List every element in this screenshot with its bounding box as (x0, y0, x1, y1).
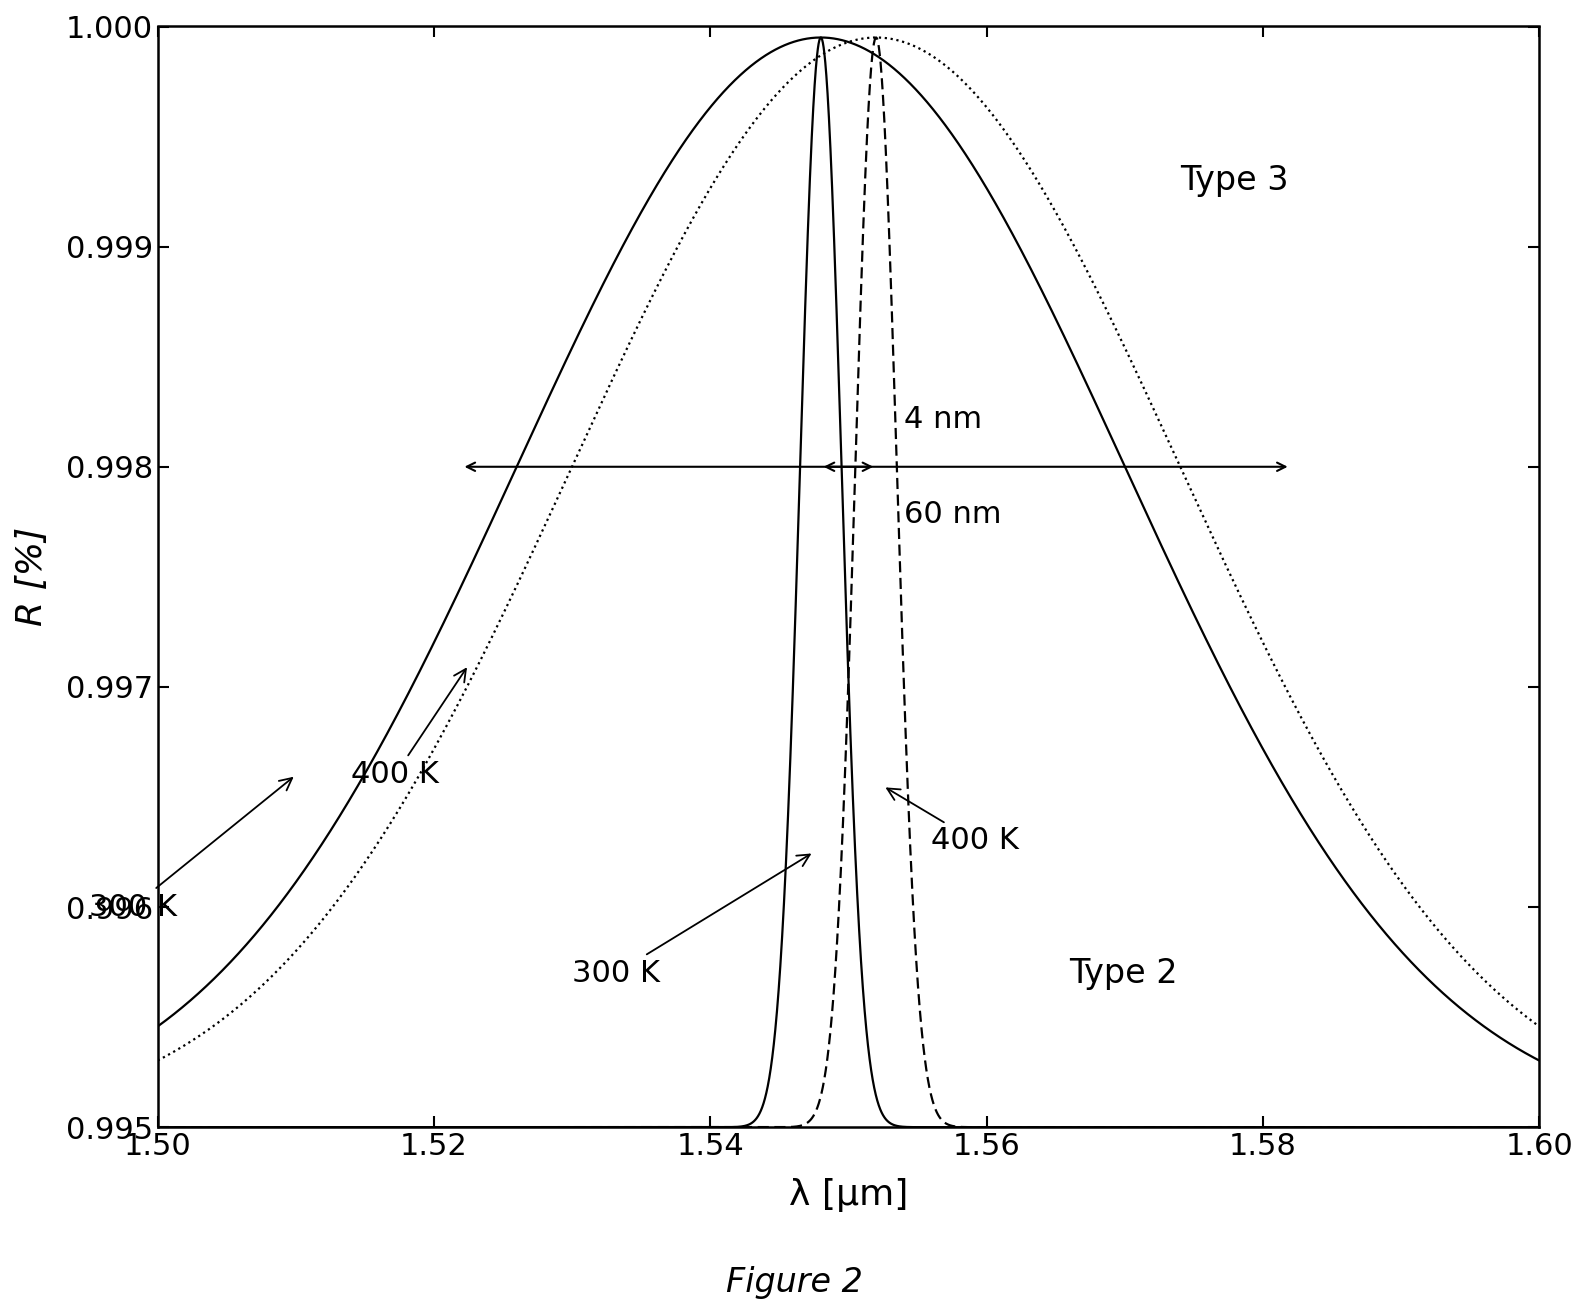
Text: 400 K: 400 K (888, 788, 1019, 856)
Text: Type 3: Type 3 (1180, 164, 1288, 197)
Text: 4 nm: 4 nm (904, 405, 981, 433)
Text: Figure 2: Figure 2 (726, 1266, 862, 1298)
Text: 300 K: 300 K (89, 778, 292, 921)
X-axis label: λ [μm]: λ [μm] (789, 1177, 908, 1212)
Text: 400 K: 400 K (351, 669, 465, 790)
Text: 300 K: 300 K (572, 855, 810, 988)
Y-axis label: R [%]: R [%] (14, 527, 49, 626)
Text: Type 2: Type 2 (1069, 957, 1178, 989)
Text: 60 nm: 60 nm (904, 500, 1000, 529)
